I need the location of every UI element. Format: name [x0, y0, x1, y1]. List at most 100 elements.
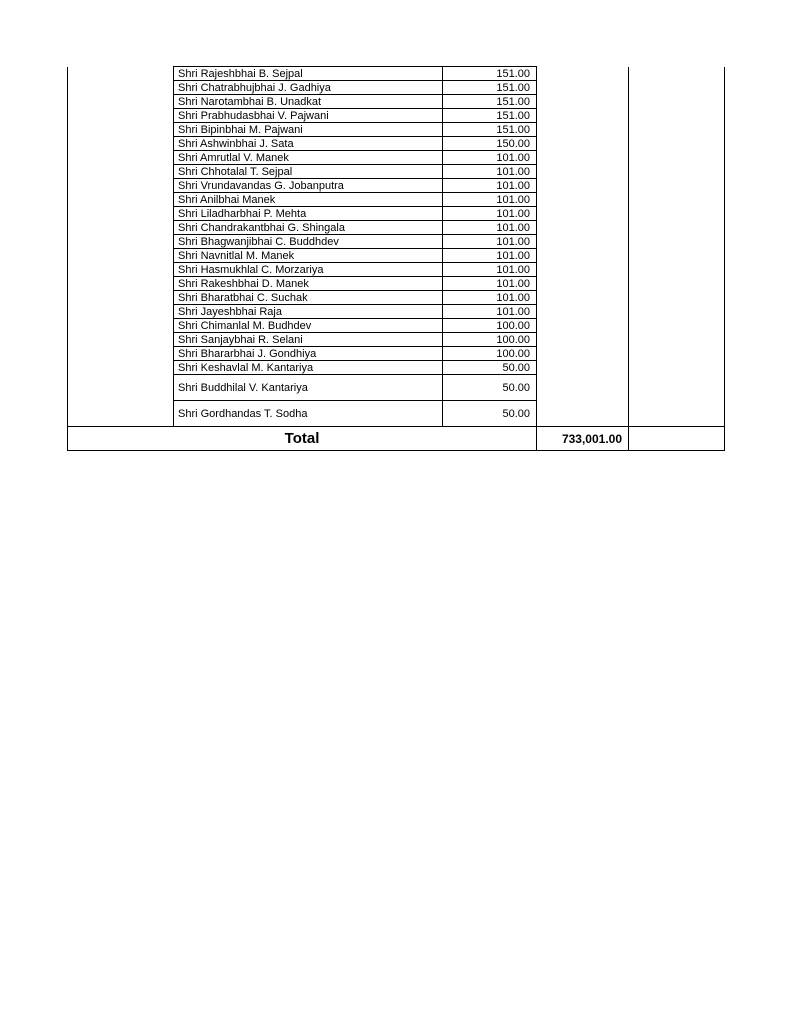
empty-cell-1: [536, 66, 629, 81]
empty-cell-2: [628, 192, 725, 207]
amount-cell: 150.00: [442, 136, 537, 151]
amount-cell: 100.00: [442, 332, 537, 347]
table-row: Shri Bipinbhai M. Pajwani 151.00: [67, 122, 725, 137]
empty-cell-1: [536, 374, 629, 401]
amount-cell: 101.00: [442, 220, 537, 235]
gutter-cell: [67, 304, 174, 319]
empty-cell-2: [628, 122, 725, 137]
empty-cell-2: [628, 178, 725, 193]
table-row: Shri Chimanlal M. Budhdev 100.00: [67, 318, 725, 333]
name-cell: Shri Buddhilal V. Kantariya: [173, 374, 443, 401]
gutter-cell: [67, 290, 174, 305]
table-row: Shri Amrutlal V. Manek 101.00: [67, 150, 725, 165]
amount-cell: 151.00: [442, 94, 537, 109]
empty-cell-1: [536, 262, 629, 277]
amount-cell: 101.00: [442, 248, 537, 263]
name-cell: Shri Chandrakantbhai G. Shingala: [173, 220, 443, 235]
gutter-cell: [67, 192, 174, 207]
gutter-cell: [67, 332, 174, 347]
total-label: Total: [67, 426, 537, 451]
empty-cell-1: [536, 332, 629, 347]
amount-cell: 101.00: [442, 276, 537, 291]
name-cell: Shri Chatrabhujbhai J. Gadhiya: [173, 80, 443, 95]
empty-cell-1: [536, 108, 629, 123]
empty-cell-1: [536, 248, 629, 263]
empty-cell-1: [536, 206, 629, 221]
empty-cell-2: [628, 374, 725, 401]
empty-cell-2: [628, 136, 725, 151]
ledger-table: Shri Rajeshbhai B. Sejpal 151.00 Shri Chat…: [67, 66, 725, 451]
gutter-cell: [67, 220, 174, 235]
amount-cell: 101.00: [442, 150, 537, 165]
name-cell: Shri Chhotalal T. Sejpal: [173, 164, 443, 179]
empty-cell-1: [536, 290, 629, 305]
empty-cell-2: [628, 80, 725, 95]
empty-cell-2: [628, 150, 725, 165]
name-cell: Shri Bharatbhai C. Suchak: [173, 290, 443, 305]
table-row: Shri Rakeshbhai D. Manek 101.00: [67, 276, 725, 291]
empty-cell-1: [536, 276, 629, 291]
empty-cell-1: [536, 304, 629, 319]
amount-cell: 50.00: [442, 360, 537, 375]
table-row: Shri Narotambhai B. Unadkat 151.00: [67, 94, 725, 109]
gutter-cell: [67, 262, 174, 277]
amount-cell: 151.00: [442, 108, 537, 123]
gutter-cell: [67, 346, 174, 361]
empty-cell-2: [628, 400, 725, 427]
amount-cell: 101.00: [442, 304, 537, 319]
amount-cell: 50.00: [442, 374, 537, 401]
gutter-cell: [67, 164, 174, 179]
empty-cell-2: [628, 304, 725, 319]
ledger-table-body: Shri Rajeshbhai B. Sejpal 151.00 Shri Chat…: [67, 66, 725, 427]
amount-cell: 50.00: [442, 400, 537, 427]
gutter-cell: [67, 318, 174, 333]
amount-cell: 151.00: [442, 66, 537, 81]
name-cell: Shri Navnitlal M. Manek: [173, 248, 443, 263]
amount-cell: 100.00: [442, 318, 537, 333]
gutter-cell: [67, 150, 174, 165]
amount-cell: 151.00: [442, 122, 537, 137]
name-cell: Shri Vrundavandas G. Jobanputra: [173, 178, 443, 193]
gutter-cell: [67, 276, 174, 291]
empty-cell-1: [536, 80, 629, 95]
amount-cell: 101.00: [442, 178, 537, 193]
gutter-cell: [67, 80, 174, 95]
table-row: Shri Chhotalal T. Sejpal 101.00: [67, 164, 725, 179]
table-row: Shri Ashwinbhai J. Sata 150.00: [67, 136, 725, 151]
empty-cell-2: [628, 66, 725, 81]
empty-cell-2: [628, 220, 725, 235]
table-row: Shri Bhararbhai J. Gondhiya 100.00: [67, 346, 725, 361]
empty-cell-2: [628, 164, 725, 179]
empty-cell-2: [628, 108, 725, 123]
amount-cell: 101.00: [442, 234, 537, 249]
amount-cell: 151.00: [442, 80, 537, 95]
name-cell: Shri Sanjaybhai R. Selani: [173, 332, 443, 347]
table-row: Shri Navnitlal M. Manek 101.00: [67, 248, 725, 263]
empty-cell-2: [628, 346, 725, 361]
table-row: Shri Chandrakantbhai G. Shingala 101.00: [67, 220, 725, 235]
amount-cell: 101.00: [442, 164, 537, 179]
name-cell: Shri Hasmukhlal C. Morzariya: [173, 262, 443, 277]
amount-cell: 101.00: [442, 206, 537, 221]
name-cell: Shri Keshavlal M. Kantariya: [173, 360, 443, 375]
table-row: Shri Sanjaybhai R. Selani 100.00: [67, 332, 725, 347]
gutter-cell: [67, 234, 174, 249]
empty-cell-2: [628, 206, 725, 221]
empty-cell-1: [536, 400, 629, 427]
name-cell: Shri Chimanlal M. Budhdev: [173, 318, 443, 333]
name-cell: Shri Rajeshbhai B. Sejpal: [173, 66, 443, 81]
table-row: Shri Liladharbhai P. Mehta 101.00: [67, 206, 725, 221]
amount-cell: 100.00: [442, 346, 537, 361]
table-row: Shri Buddhilal V. Kantariya 50.00: [67, 374, 725, 401]
empty-cell-1: [536, 164, 629, 179]
gutter-cell: [67, 66, 174, 81]
gutter-cell: [67, 400, 174, 427]
table-row: Shri Keshavlal M. Kantariya 50.00: [67, 360, 725, 375]
empty-cell-2: [628, 332, 725, 347]
name-cell: Shri Jayeshbhai Raja: [173, 304, 443, 319]
name-cell: Shri Narotambhai B. Unadkat: [173, 94, 443, 109]
empty-cell-1: [536, 318, 629, 333]
gutter-cell: [67, 178, 174, 193]
name-cell: Shri Bipinbhai M. Pajwani: [173, 122, 443, 137]
